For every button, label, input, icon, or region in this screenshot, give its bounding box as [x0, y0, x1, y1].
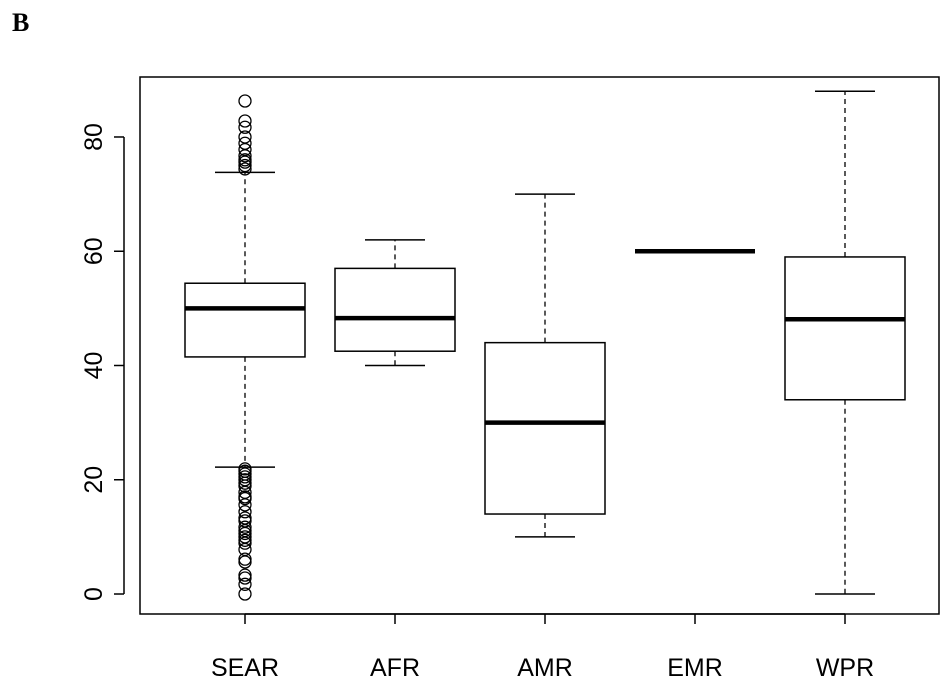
boxes — [185, 91, 905, 600]
y-tick-label: 20 — [80, 466, 108, 494]
y-tick-label: 60 — [80, 237, 108, 265]
outlier-point — [239, 556, 251, 568]
y-tick-label: 80 — [80, 123, 108, 151]
y-tick-label: 0 — [80, 587, 108, 601]
x-tick-label: AFR — [370, 654, 420, 682]
x-tick-label: EMR — [667, 654, 723, 682]
y-axis: 0 20 40 60 80 — [80, 123, 124, 601]
box-sear — [185, 95, 305, 600]
box-amr — [485, 194, 605, 537]
outlier-point — [239, 95, 251, 107]
x-axis: SEAR AFR AMR EMR WPR — [211, 614, 874, 682]
box-wpr — [785, 91, 905, 594]
box-afr — [335, 240, 455, 366]
x-tick-label: SEAR — [211, 654, 279, 682]
iqr-box — [335, 268, 455, 351]
y-tick-label: 40 — [80, 352, 108, 380]
iqr-box — [785, 257, 905, 400]
iqr-box — [185, 283, 305, 357]
iqr-box — [485, 343, 605, 514]
x-tick-label: AMR — [517, 654, 573, 682]
x-tick-label: WPR — [816, 654, 874, 682]
